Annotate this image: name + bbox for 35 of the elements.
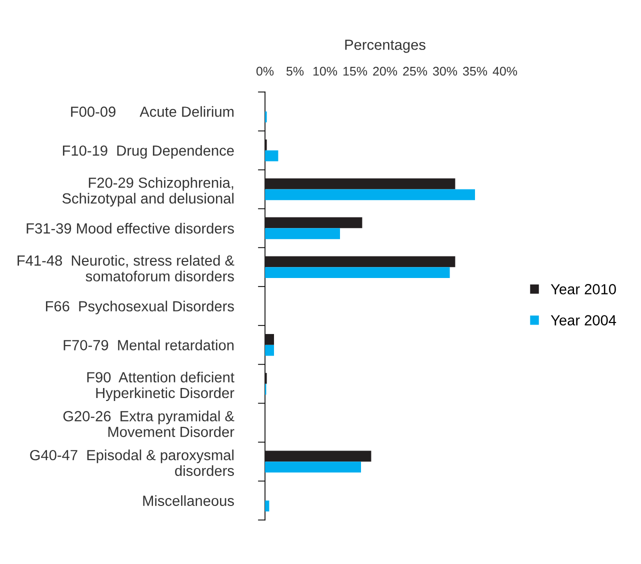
bar	[265, 256, 456, 268]
y-tick-label: F31-39 Mood effective disorders	[26, 222, 234, 234]
bar	[265, 450, 372, 462]
x-axis-title: Percentages	[345, 40, 426, 53]
y-tick-label: F90 Attention deficient Hyperkinetic Disorder	[87, 372, 234, 402]
y-tick-label: F41-48 Neurotic, stress related & somatoforum disorders	[18, 255, 234, 282]
y-tick-label: G20-26 Extra pyramidal & Movement Disorder	[63, 410, 234, 438]
y-tick-label: F70-79 Mental retardation	[64, 340, 234, 350]
bar	[265, 344, 274, 356]
legend-label: Year 2004	[550, 315, 616, 326]
x-tick-label: 30%	[432, 66, 458, 76]
y-tick-label: Miscellaneous	[143, 495, 234, 506]
bar	[265, 500, 270, 512]
bar	[265, 267, 450, 278]
bar	[265, 189, 475, 200]
bar	[265, 334, 274, 345]
x-tick-label: 25%	[403, 66, 428, 76]
bar	[265, 217, 362, 228]
x-tick-label: 20%	[373, 66, 398, 76]
y-tick-label: F00-09 Acute Delirium	[71, 106, 234, 117]
x-tick-label: 40%	[492, 66, 518, 76]
x-tick-label: 35%	[462, 66, 488, 76]
bar	[265, 178, 456, 190]
y-tick-label: G40-47 Episodal & paroxysmal disorders	[30, 450, 234, 476]
x-tick-label: 0%	[256, 66, 274, 76]
y-tick-label: F66 Psychosexual Disorders	[46, 300, 234, 314]
bar	[265, 228, 340, 240]
y-tick-label: F20-29 Schizophrenia, Schizotypal and delusional	[62, 177, 234, 206]
x-tick-label: 15%	[343, 66, 368, 76]
x-tick-label: 10%	[313, 66, 338, 76]
legend-label: Year 2010	[550, 284, 616, 294]
bar	[265, 150, 278, 162]
x-tick-label: 5%	[286, 66, 304, 76]
y-tick-label: F10-19 Drug Dependence	[62, 145, 234, 159]
bar	[265, 462, 361, 473]
